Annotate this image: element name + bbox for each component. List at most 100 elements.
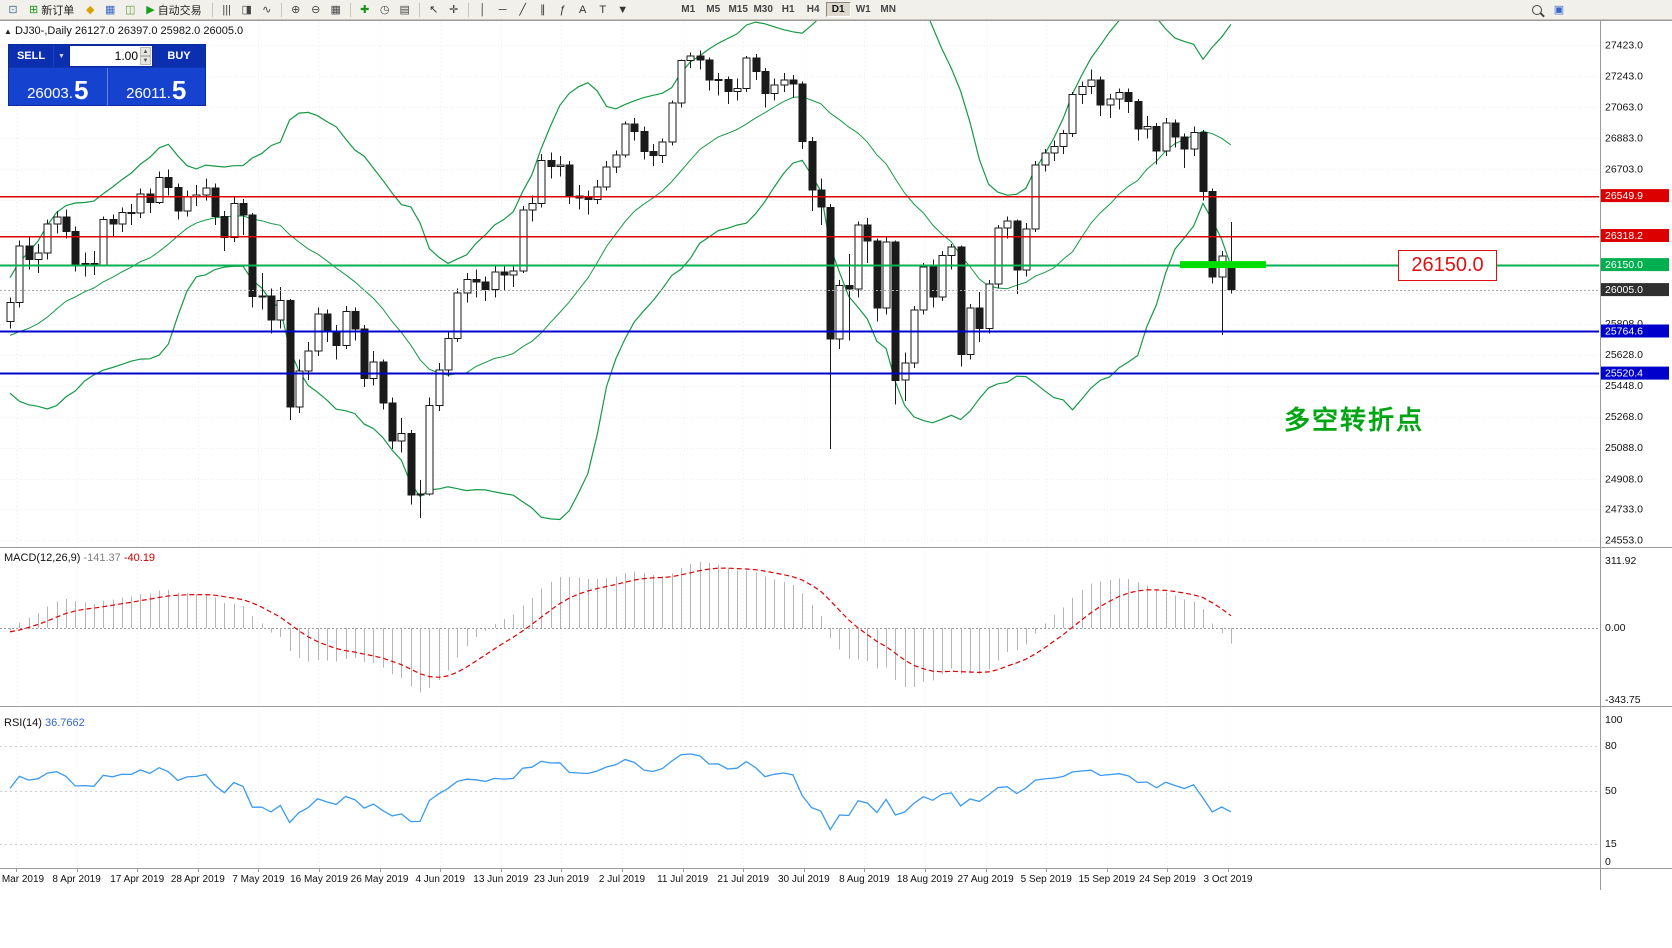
- macd-axis-label: 311.92: [1605, 555, 1636, 567]
- price-label: 27063.0: [1605, 102, 1643, 114]
- sell-price[interactable]: 26003. 5: [9, 68, 108, 106]
- date-label: 23 Jun 2019: [534, 874, 589, 885]
- zoom-out-icon[interactable]: ⊖: [311, 4, 321, 16]
- channel-icon[interactable]: ∥: [539, 4, 546, 16]
- text-label-icon[interactable]: T: [599, 3, 607, 16]
- arrows-icon[interactable]: ▼: [617, 3, 629, 16]
- candle: [975, 307, 984, 330]
- order-options-dropdown[interactable]: ▼: [53, 45, 69, 67]
- market-watch-icon[interactable]: ▦: [105, 4, 116, 16]
- timeframe-d1[interactable]: D1: [825, 2, 851, 17]
- indicators-icon[interactable]: ✚: [360, 4, 370, 16]
- candle: [1227, 268, 1236, 290]
- candle: [1087, 79, 1096, 88]
- candle: [882, 241, 891, 309]
- periods-icon[interactable]: ◷: [379, 4, 390, 16]
- templates-icon[interactable]: ▤: [399, 4, 410, 16]
- tile-windows-icon[interactable]: ▦: [330, 4, 341, 16]
- volume-decrease-button[interactable]: ▼: [140, 56, 151, 65]
- symbols-icon[interactable]: ◆: [85, 4, 95, 16]
- date-label: 28 Apr 2019: [171, 874, 225, 885]
- date-label: 4 Jun 2019: [415, 874, 465, 885]
- vertical-line-icon[interactable]: │: [479, 3, 487, 16]
- timeframe-w1[interactable]: W1: [855, 4, 871, 15]
- candle: [602, 166, 611, 188]
- timeframe-m5[interactable]: M5: [706, 4, 721, 15]
- timeframe-m1[interactable]: M1: [681, 4, 696, 15]
- price-label: 27423.0: [1605, 40, 1643, 52]
- buy-price[interactable]: 26011. 5: [108, 68, 206, 106]
- rsi-axis-label: 0: [1605, 856, 1611, 868]
- new-order-button[interactable]: ⊞ 新订单: [24, 2, 79, 18]
- highlight-segment[interactable]: [1180, 261, 1266, 269]
- candle: [453, 292, 462, 340]
- zoom-in-icon[interactable]: ⊕: [291, 4, 301, 16]
- timeframe-h1[interactable]: H1: [781, 4, 795, 15]
- candle: [1199, 131, 1208, 193]
- crosshair-icon[interactable]: ✛: [449, 4, 459, 16]
- candle: [929, 266, 938, 298]
- text-icon[interactable]: A: [579, 3, 587, 16]
- candlestick-chart-icon[interactable]: ◨: [241, 4, 252, 16]
- candle: [584, 197, 593, 201]
- timeframe-mn[interactable]: MN: [880, 4, 896, 15]
- candle: [286, 299, 295, 408]
- price-annotation-label[interactable]: 26150.0: [1398, 250, 1497, 281]
- candle: [304, 350, 313, 372]
- price-label: 26883.0: [1605, 133, 1643, 145]
- candle: [919, 266, 928, 311]
- search-icon[interactable]: [1532, 4, 1542, 15]
- timeframe-m30[interactable]: M30: [753, 4, 773, 15]
- timeframe-m15[interactable]: M15: [728, 4, 748, 15]
- turning-point-label[interactable]: 多空转折点: [1284, 400, 1424, 437]
- one-click-trading-panel: SELL ▼ ▲ ▼ BUY 26003. 5 26011. 5: [8, 44, 206, 106]
- candle: [1162, 122, 1171, 152]
- candle: [565, 164, 574, 197]
- candle: [109, 218, 118, 225]
- trendline-icon[interactable]: ╱: [519, 4, 526, 16]
- date-label: 11 Jul 2019: [657, 874, 708, 885]
- candle: [1134, 101, 1143, 130]
- macd-histogram: [9, 562, 1233, 693]
- price-label: 25448.0: [1605, 380, 1643, 392]
- new-chart-icon[interactable]: ⊡: [8, 4, 18, 16]
- candle: [416, 493, 425, 496]
- fibonacci-icon[interactable]: ƒ: [559, 3, 566, 16]
- horizontal-lines[interactable]: [0, 195, 1599, 375]
- price-label: 24733.0: [1605, 503, 1643, 515]
- volume-input[interactable]: [70, 48, 152, 64]
- timeframe-h4[interactable]: H4: [806, 4, 820, 15]
- date-label: 26 May 2019: [351, 874, 409, 885]
- autotrading-button[interactable]: ▶ 自动交易: [141, 2, 206, 18]
- candle: [519, 209, 528, 272]
- cursor-icon[interactable]: ↖: [429, 4, 439, 16]
- price-annotation-text: 26150.0: [1411, 254, 1484, 276]
- price-badge-label: 26005.0: [1605, 284, 1643, 296]
- line-chart-icon[interactable]: ∿: [262, 4, 272, 16]
- rsi-levels: [0, 746, 1599, 845]
- volume-increase-button[interactable]: ▲: [140, 47, 151, 56]
- buy-button[interactable]: BUY: [153, 45, 205, 67]
- date-label: 29 Mar 2019: [0, 874, 45, 885]
- date-label: 2 Jul 2019: [599, 874, 646, 885]
- sell-button[interactable]: SELL: [9, 45, 53, 67]
- one-click-toggle-icon[interactable]: ▲: [4, 27, 12, 36]
- rsi-axis-label: 50: [1605, 785, 1617, 797]
- horizontal-line-icon[interactable]: ─: [498, 3, 507, 16]
- candles-layer: [6, 50, 1236, 519]
- community-icon[interactable]: ▣: [1553, 4, 1565, 16]
- candle: [528, 203, 537, 211]
- price-axis[interactable]: 27423.027243.027063.026883.026703.025808…: [1601, 40, 1669, 547]
- price-badge: [1601, 283, 1669, 297]
- bar-chart-icon[interactable]: |||: [222, 3, 231, 16]
- candle: [34, 252, 43, 261]
- navigator-icon[interactable]: ◫: [125, 4, 136, 16]
- bollinger-bands: [9, 21, 1232, 521]
- date-axis[interactable]: 29 Mar 2019 8 Apr 2019 17 Apr 2019 28 Apr 2…: [0, 868, 1253, 885]
- date-label: 3 Oct 2019: [1204, 874, 1253, 885]
- candle: [53, 216, 62, 225]
- date-label: 5 Sep 2019: [1021, 874, 1073, 885]
- candle: [342, 311, 351, 347]
- toolbar-button-label: 新订单: [41, 4, 75, 17]
